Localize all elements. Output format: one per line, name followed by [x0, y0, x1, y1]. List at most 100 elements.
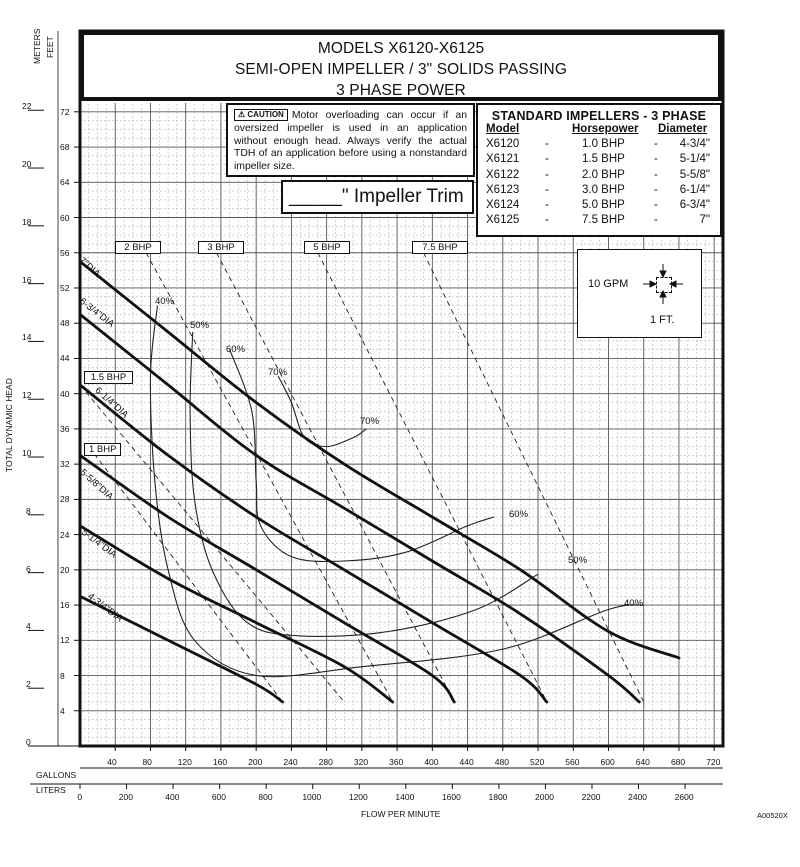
meters-tick-label: 12: [22, 390, 32, 401]
impeller-row: X6123 - 3.0 BHP - 6-1/4": [478, 184, 720, 199]
gallons-tick-label: 200: [248, 757, 263, 767]
bhp-line: [79, 384, 345, 703]
gallons-tick-label: 680: [670, 757, 686, 767]
dash: -: [654, 153, 658, 166]
gallons-tick-label: 480: [494, 757, 509, 767]
gallons-tick-label: 640: [635, 757, 650, 767]
bhp-line: [317, 252, 548, 703]
impeller-curve: [78, 524, 395, 704]
impeller-diameter: 4-3/4": [679, 138, 710, 151]
feet-tick-label: 4: [60, 705, 65, 716]
impeller-model: X6125: [486, 214, 520, 227]
bhp-line: [145, 252, 394, 703]
impeller-row: X6125 - 7.5 BHP - 7": [478, 214, 720, 229]
dash: -: [654, 138, 658, 151]
efficiency-label: 40%: [624, 598, 644, 609]
feet-tick-label: 68: [60, 142, 70, 153]
chart-title: MODELS X6120-X6125: [317, 40, 485, 57]
impeller-diameter: 5-5/8": [679, 168, 710, 181]
efficiency-label: 60%: [226, 344, 246, 355]
meters-tick-label: 2: [26, 679, 31, 690]
legend-gpm: 10 GPM: [588, 278, 629, 290]
feet-tick-label: 36: [60, 423, 70, 434]
feet-tick-label: 8: [60, 670, 65, 681]
liters-tick-label: 1400: [395, 792, 415, 802]
meters-tick-label: 16: [22, 274, 32, 285]
feet-tick-label: 40: [60, 388, 70, 399]
bhp-label: 3 BHP: [198, 241, 244, 254]
liters-tick-label: 400: [165, 792, 180, 802]
bhp-line: [423, 252, 645, 703]
meters-tick-label: 14: [22, 332, 32, 343]
tdh-axis-label: TOTAL DYNAMIC HEAD: [4, 378, 14, 472]
dash: -: [545, 214, 549, 227]
gallons-tick-label: 280: [318, 757, 333, 767]
header-model: Model: [486, 123, 520, 135]
efficiency-curve: [189, 331, 539, 637]
feet-tick-label: 72: [60, 106, 70, 117]
feet-tick-label: 60: [60, 212, 70, 223]
meters-tick-label: 6: [26, 563, 31, 574]
feet-tick-label: 12: [60, 635, 70, 646]
figure-code: A00520X: [757, 811, 788, 820]
efficiency-label: 60%: [509, 509, 529, 520]
caution-tag: ⚠ CAUTION: [234, 109, 288, 121]
meters-tick-label: 18: [22, 216, 32, 227]
bhp-label: 2 BHP: [115, 241, 161, 254]
dash: -: [545, 198, 549, 211]
gallons-tick-label: 600: [600, 757, 615, 767]
liters-tick-label: 2400: [628, 792, 648, 802]
gallons-tick-label: 560: [565, 757, 580, 767]
impeller-horsepower: 1.0 BHP: [582, 138, 625, 151]
liters-tick-label: 600: [211, 792, 227, 802]
liters-tick-label: 2600: [674, 792, 694, 802]
dash: -: [545, 153, 549, 166]
meters-tick-label: 22: [22, 101, 32, 112]
impeller-horsepower: 5.0 BHP: [582, 198, 625, 211]
efficiency-label: 50%: [190, 320, 210, 331]
impeller-curves: [78, 260, 681, 704]
grid-scale-legend: 10 GPM 1 FT.: [577, 249, 702, 338]
efficiency-label: 70%: [268, 367, 288, 378]
impeller-model: X6123: [486, 183, 520, 196]
efficiency-curve: [229, 349, 495, 563]
meters-tick-label: 20: [22, 159, 32, 170]
liters-tick-label: 1000: [302, 792, 322, 802]
feet-tick-label: 28: [60, 494, 70, 505]
chart-power: 3 PHASE POWER: [336, 82, 466, 99]
liters-tick-label: 1600: [441, 792, 461, 802]
flow-axis-label: FLOW PER MINUTE: [361, 809, 441, 819]
impeller-model: X6122: [486, 168, 520, 181]
impeller-row: X6120 - 1.0 BHP - 4-3/4": [478, 138, 720, 153]
liters-tick-label: 0: [77, 792, 83, 802]
gallons-tick-label: 400: [424, 757, 439, 767]
dash: -: [545, 168, 549, 181]
gallons-tick-label: 240: [283, 757, 298, 767]
impeller-diameter: 7": [699, 214, 710, 227]
impeller-horsepower: 2.0 BHP: [582, 168, 625, 181]
impeller-curve: [78, 260, 681, 660]
impeller-row: X6121 - 1.5 BHP - 5-1/4": [478, 153, 720, 168]
dash: -: [654, 214, 658, 227]
impellers-header-row: Model Horsepower Diameter: [478, 123, 720, 138]
bhp-label: 1 BHP: [84, 443, 121, 456]
impeller-model: X6121: [486, 153, 520, 166]
liters-tick-label: 1800: [488, 792, 508, 802]
impeller-model: X6120: [486, 138, 520, 151]
liters-tick-label: 800: [258, 792, 273, 802]
impeller-trim-box: _____" Impeller Trim: [281, 180, 474, 214]
impeller-diameter: 6-3/4": [679, 198, 710, 211]
efficiency-label: 40%: [155, 296, 175, 307]
feet-tick-label: 56: [60, 247, 70, 258]
impeller-curve: [78, 594, 284, 704]
feet-tick-label: 64: [60, 177, 70, 188]
gallons-tick-label: 720: [706, 757, 721, 767]
feet-tick-label: 52: [60, 282, 70, 293]
gallons-tick-label: 80: [142, 757, 152, 767]
dash: -: [654, 198, 658, 211]
meters-tick-label: 0: [26, 737, 31, 747]
efficiency-curve: [149, 305, 644, 678]
feet-tick-label: 32: [60, 459, 70, 470]
gallons-tick-label: 440: [459, 757, 474, 767]
